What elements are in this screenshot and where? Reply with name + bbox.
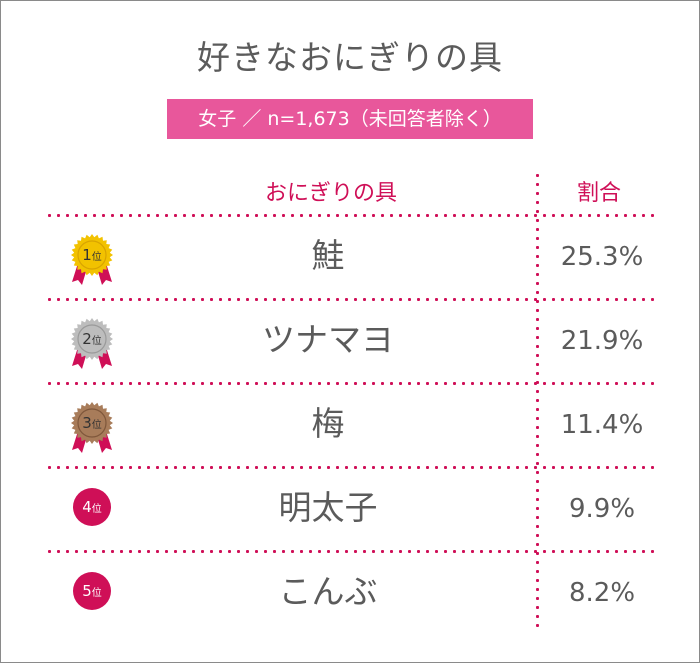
medal-icon bbox=[71, 402, 113, 444]
rank-number: 5 bbox=[82, 582, 92, 600]
rank-label: 3位 bbox=[82, 414, 102, 432]
rank-suffix: 位 bbox=[92, 334, 102, 347]
filling-name: こんぶ bbox=[279, 572, 378, 611]
filling-name: 明太子 bbox=[279, 488, 378, 527]
medal-inner-ring bbox=[77, 240, 107, 270]
medal-inner-ring bbox=[77, 324, 107, 354]
rank-circle bbox=[73, 488, 111, 526]
rank-label: 2位 bbox=[82, 330, 102, 348]
rank-number: 2 bbox=[82, 330, 92, 348]
rank-circle bbox=[73, 572, 111, 610]
rank-badge: 5位 bbox=[73, 572, 111, 610]
medal-icon bbox=[71, 318, 113, 360]
row-separator bbox=[45, 382, 657, 385]
rank-number: 1 bbox=[82, 246, 92, 264]
percentage-value: 21.9% bbox=[561, 326, 644, 356]
rank-suffix: 位 bbox=[92, 586, 102, 599]
row-separator bbox=[45, 298, 657, 301]
rank-label: 5位 bbox=[82, 582, 102, 600]
rank-suffix: 位 bbox=[92, 502, 102, 515]
rank-label: 4位 bbox=[82, 498, 102, 516]
filling-name: ツナマヨ bbox=[262, 320, 394, 359]
rank-suffix: 位 bbox=[92, 418, 102, 431]
rank-label: 1位 bbox=[82, 246, 102, 264]
filling-name: 梅 bbox=[312, 404, 345, 443]
rank-badge: 3位 bbox=[71, 402, 113, 453]
column-header-percentage: 割合 bbox=[576, 181, 621, 206]
percentage-value: 11.4% bbox=[561, 410, 644, 440]
medal-inner-ring bbox=[77, 408, 107, 438]
rank-badge: 4位 bbox=[73, 488, 111, 526]
column-header-filling: おにぎりの具 bbox=[264, 181, 397, 206]
column-divider bbox=[536, 171, 539, 631]
sample-note-badge: 女子 ／ n=1,673（未回答者除く） bbox=[167, 99, 533, 139]
medal-icon bbox=[71, 234, 113, 276]
rank-badge: 1位 bbox=[71, 234, 113, 285]
rank-badge: 2位 bbox=[71, 318, 113, 369]
row-separator bbox=[45, 466, 657, 469]
rank-number: 3 bbox=[82, 414, 92, 432]
percentage-value: 9.9% bbox=[569, 494, 635, 524]
row-separator bbox=[45, 214, 657, 217]
filling-name: 鮭 bbox=[312, 236, 345, 275]
percentage-value: 25.3% bbox=[561, 242, 644, 272]
rank-number: 4 bbox=[82, 498, 92, 516]
percentage-value: 8.2% bbox=[569, 578, 635, 608]
chart-title: 好きなおにぎりの具 bbox=[197, 38, 503, 77]
rank-suffix: 位 bbox=[92, 250, 102, 263]
row-separator bbox=[45, 550, 657, 553]
